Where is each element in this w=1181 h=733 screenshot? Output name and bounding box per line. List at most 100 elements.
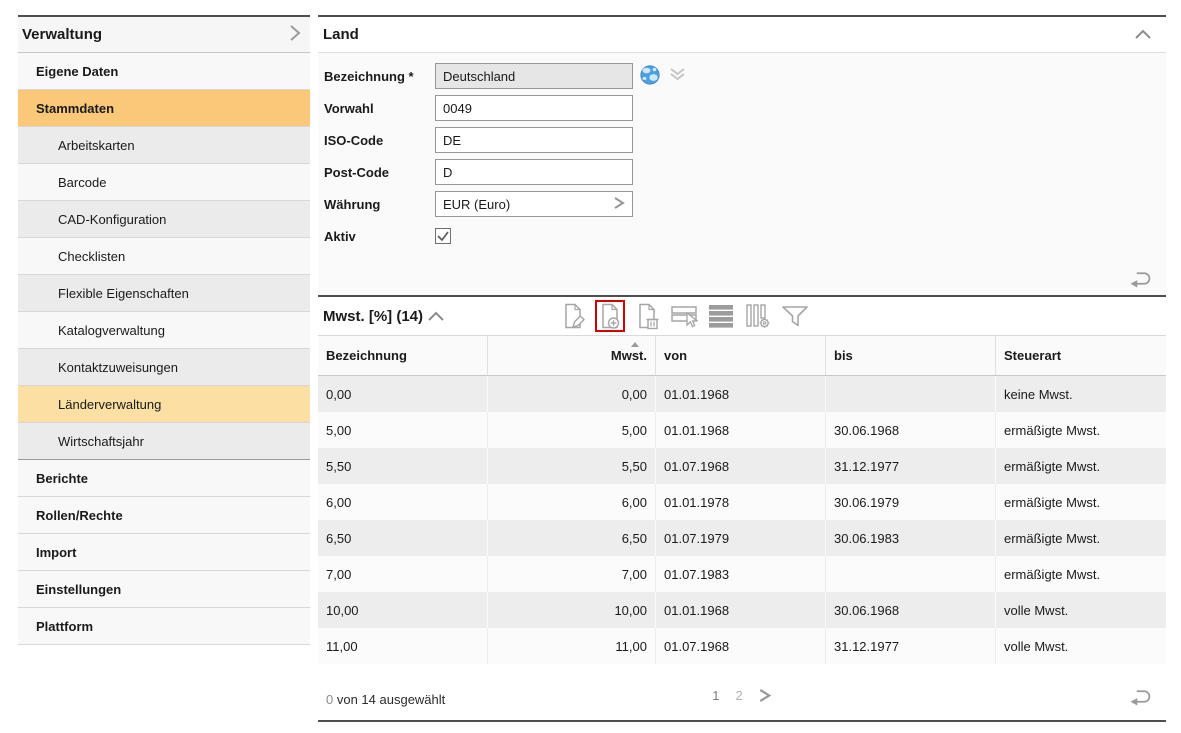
sidebar-item-länderverwaltung[interactable]: Länderverwaltung: [18, 386, 310, 423]
field-value: EUR (Euro): [443, 196, 511, 212]
field-value: DE: [443, 132, 462, 148]
cell-mwst: 5,50: [487, 448, 655, 484]
main-area: Land Bezeichnung * Deutschland Vorwahl 0049…: [318, 15, 1166, 722]
mwst-toolbar: [558, 297, 810, 335]
cell-steuerart: ermäßigte Mwst.: [995, 484, 1166, 520]
cell-bezeichnung: 5,00: [326, 422, 352, 438]
column-header-bezeichnung[interactable]: Bezeichnung: [318, 336, 487, 375]
cell-bis: 30.06.1979: [825, 484, 995, 520]
sidebar-item-label: Kontaktzuweisungen: [58, 359, 178, 375]
sidebar-item-label: Länderverwaltung: [58, 396, 162, 412]
selection-count: 0: [326, 692, 334, 707]
table-row[interactable]: 0,00 0,00 01.01.1968 keine Mwst.: [318, 376, 1166, 412]
table-row[interactable]: 6,00 6,00 01.01.1978 30.06.1979 ermäßigte Mw…: [318, 484, 1166, 520]
sidebar-item-import[interactable]: Import: [18, 534, 310, 571]
post-code-field[interactable]: D: [435, 159, 633, 185]
cell-von: 01.01.1968: [655, 376, 825, 412]
form-row-aktiv: Aktiv: [318, 220, 1166, 252]
cell-bis: 31.12.1977: [825, 628, 995, 664]
table-row[interactable]: 6,50 6,50 01.07.1979 30.06.1983 ermäßigte Mw…: [318, 520, 1166, 556]
chevron-up-icon[interactable]: [423, 307, 449, 326]
sidebar-item-berichte[interactable]: Berichte: [18, 460, 310, 497]
cell-von: 01.01.1968: [655, 412, 825, 448]
sidebar-item-einstellungen[interactable]: Einstellungen: [18, 571, 310, 608]
next-page-icon[interactable]: [759, 688, 772, 703]
field-label: Aktiv: [324, 228, 356, 244]
double-chevron-down-icon: [669, 67, 686, 85]
cell-bezeichnung: 11,00: [326, 638, 358, 654]
cell-bis: 30.06.1968: [825, 592, 995, 628]
table-row[interactable]: 10,00 10,00 01.01.1968 30.06.1968 volle Mwst…: [318, 592, 1166, 628]
table-body: 0,00 0,00 01.01.1968 keine Mwst. 5,00 5,00 01.…: [318, 376, 1166, 664]
bezeichnung-field[interactable]: Deutschland: [435, 63, 633, 89]
select-rows-icon[interactable]: [669, 300, 699, 332]
sidebar-item-eigene-daten[interactable]: Eigene Daten: [18, 53, 310, 90]
cell-bezeichnung: 7,00: [326, 566, 352, 582]
delete-record-icon[interactable]: [632, 300, 662, 332]
währung-selector[interactable]: EUR (Euro): [435, 191, 633, 217]
sidebar-item-checklisten[interactable]: Checklisten: [18, 238, 310, 275]
sidebar-item-label: CAD-Konfiguration: [58, 211, 167, 227]
sidebar-item-arbeitskarten[interactable]: Arbeitskarten: [18, 127, 310, 164]
sidebar-item-label: Flexible Eigenschaften: [58, 285, 189, 301]
add-record-icon[interactable]: [595, 300, 625, 332]
cell-steuerart: ermäßigte Mwst.: [995, 520, 1166, 556]
sidebar-header[interactable]: Verwaltung: [18, 17, 310, 53]
cell-bis: 30.06.1983: [825, 520, 995, 556]
sidebar-item-barcode[interactable]: Barcode: [18, 164, 310, 201]
cell-bezeichnung: 6,50: [326, 530, 352, 546]
cell-mwst: 6,00: [487, 484, 655, 520]
sidebar-item-kontaktzuweisungen[interactable]: Kontaktzuweisungen: [18, 349, 310, 386]
form-row-bezeichnung: Bezeichnung * Deutschland: [318, 60, 1166, 92]
table-row[interactable]: 5,00 5,00 01.01.1968 30.06.1968 ermäßigte Mw…: [318, 412, 1166, 448]
column-header-von[interactable]: von: [655, 336, 825, 375]
column-header-bis[interactable]: bis: [825, 336, 995, 375]
vorwahl-field[interactable]: 0049: [435, 95, 633, 121]
cell-steuerart: volle Mwst.: [995, 592, 1166, 628]
cell-mwst: 6,50: [487, 520, 655, 556]
iso-code-field[interactable]: DE: [435, 127, 633, 153]
undo-icon[interactable]: [1126, 685, 1156, 708]
aktiv-checkbox[interactable]: [435, 228, 451, 244]
page-button-2[interactable]: 2: [735, 688, 743, 703]
chevron-up-icon[interactable]: [1130, 25, 1156, 44]
cell-steuerart: ermäßigte Mwst.: [995, 556, 1166, 592]
sidebar-item-label: Barcode: [58, 174, 107, 190]
globe-icon[interactable]: [640, 64, 660, 88]
column-header-mwst[interactable]: Mwst.: [487, 336, 655, 375]
sidebar-item-rollen-rechte[interactable]: Rollen/Rechte: [18, 497, 310, 534]
sidebar-item-cad-konfiguration[interactable]: CAD-Konfiguration: [18, 201, 310, 238]
sidebar-item-katalogverwaltung[interactable]: Katalogverwaltung: [18, 312, 310, 349]
cell-mwst: 10,00: [487, 592, 655, 628]
sidebar-item-label: Arbeitskarten: [58, 137, 135, 153]
column-header-label: von: [664, 348, 688, 363]
undo-icon[interactable]: [1126, 267, 1156, 290]
sidebar-item-plattform[interactable]: Plattform: [18, 608, 310, 645]
cell-von: 01.01.1978: [655, 484, 825, 520]
edit-record-icon[interactable]: [558, 300, 588, 332]
sidebar-item-stammdaten[interactable]: Stammdaten: [18, 90, 310, 127]
field-label: ISO-Code: [324, 132, 384, 148]
table-row[interactable]: 11,00 11,00 01.07.1968 31.12.1977 volle Mwst…: [318, 628, 1166, 664]
sort-ascending-icon: [631, 342, 639, 347]
sidebar-item-wirtschaftsjahr[interactable]: Wirtschaftsjahr: [18, 423, 310, 460]
cell-steuerart: ermäßigte Mwst.: [995, 412, 1166, 448]
column-header-label: Bezeichnung: [326, 348, 407, 363]
cell-mwst: 0,00: [487, 376, 655, 412]
land-form: Bezeichnung * Deutschland Vorwahl 0049 ISO-C…: [318, 53, 1166, 297]
column-settings-icon[interactable]: [743, 300, 773, 332]
sidebar-item-flexible-eigenschaften[interactable]: Flexible Eigenschaften: [18, 275, 310, 312]
page-button-1[interactable]: 1: [712, 688, 720, 703]
sidebar-item-label: Stammdaten: [36, 100, 115, 116]
cell-bis: 31.12.1977: [825, 448, 995, 484]
filter-icon[interactable]: [780, 300, 810, 332]
column-header-steuerart[interactable]: Steuerart: [995, 336, 1166, 375]
table-row[interactable]: 7,00 7,00 01.07.1983 ermäßigte Mwst.: [318, 556, 1166, 592]
column-header-label: bis: [834, 348, 853, 363]
rows-view-icon[interactable]: [706, 300, 736, 332]
cell-steuerart: keine Mwst.: [995, 376, 1166, 412]
table-row[interactable]: 5,50 5,50 01.07.1968 31.12.1977 ermäßigte Mw…: [318, 448, 1166, 484]
form-row-währung: Währung EUR (Euro): [318, 188, 1166, 220]
